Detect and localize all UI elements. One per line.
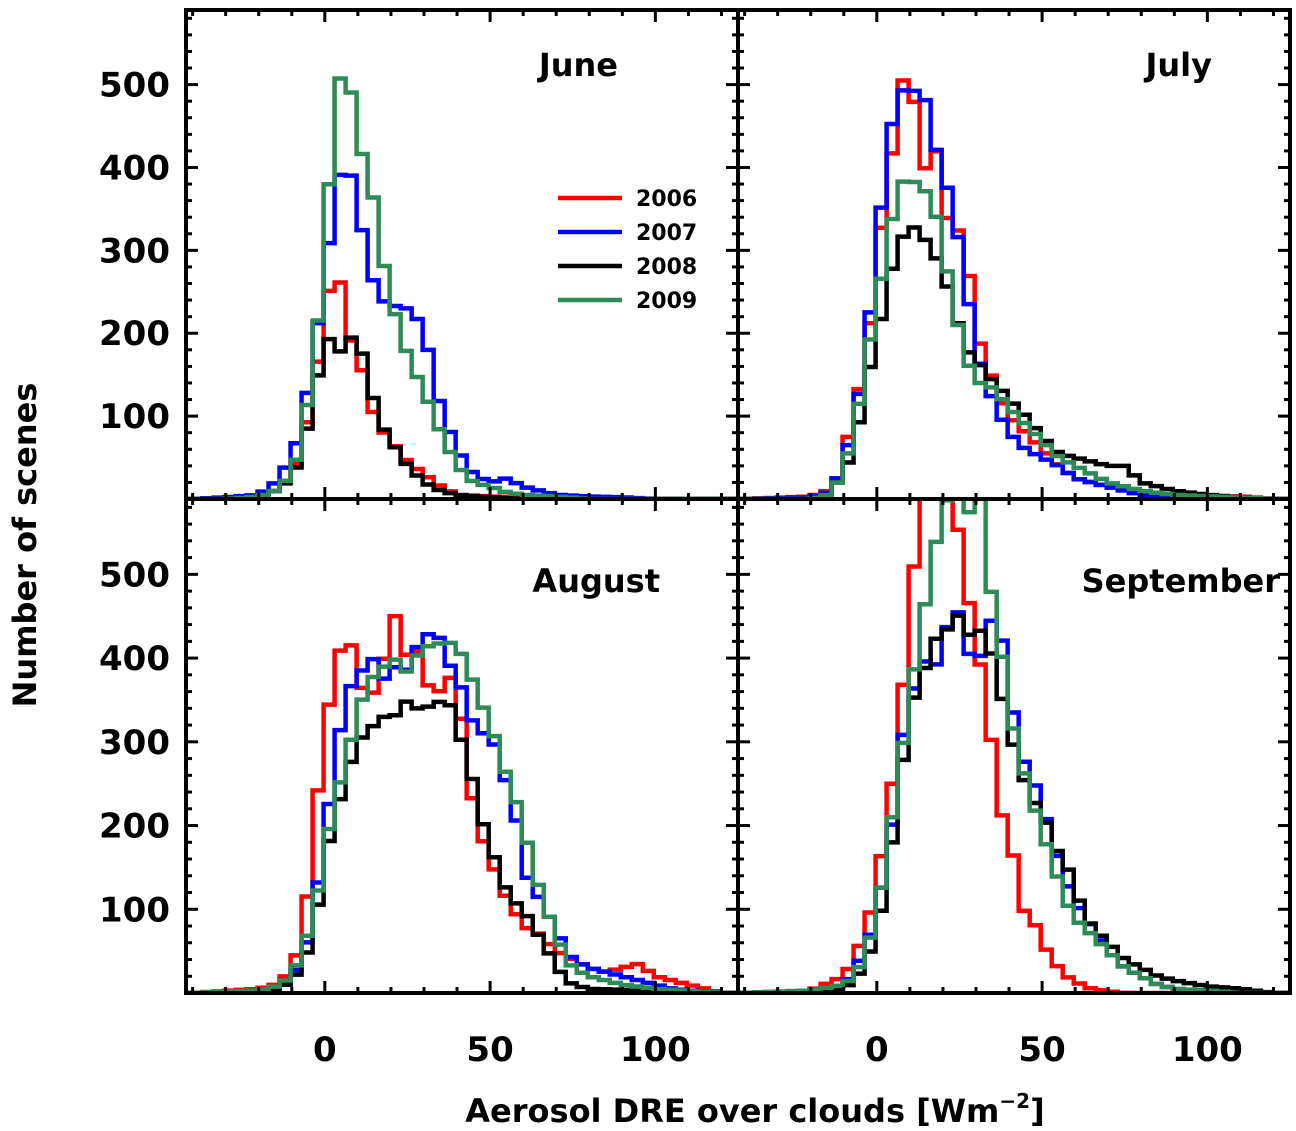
y-axis-title: Number of scenes [6, 383, 44, 708]
series-2006-line [186, 613, 738, 993]
x-tick-label: 100 [620, 1030, 691, 1070]
series-2007-line [738, 88, 1290, 499]
y-tick-label: 100 [99, 397, 170, 437]
series-2009-line [738, 179, 1290, 499]
series-2006-line [186, 280, 738, 499]
legend-label-2007: 2007 [636, 221, 697, 246]
panel-frame [736, 497, 1292, 995]
panel-july: July [736, 8, 1292, 501]
series-2008-line [738, 613, 1290, 993]
panel-june: 100 200 300 400 500 June [99, 8, 740, 501]
panel-title: September [1082, 562, 1281, 600]
legend-label-2008: 2008 [636, 255, 697, 280]
panel-september: 0 50 100 September [736, 497, 1292, 1070]
y-tick-label: 200 [99, 807, 170, 847]
y-tick-label: 500 [99, 66, 170, 106]
y-tick-label: 400 [99, 639, 170, 679]
x-tick-label: 50 [466, 1030, 513, 1070]
series-group [738, 499, 1290, 993]
panel-title: June [537, 46, 618, 84]
y-tick-label: 500 [99, 555, 170, 595]
series-2007-line [738, 610, 1290, 993]
series-2008-line [738, 225, 1290, 499]
y-tick-label: 200 [99, 314, 170, 354]
legend: 2006 2007 2008 2009 [558, 187, 697, 314]
series-2008-line [186, 699, 738, 993]
panel-august: 100 200 300 400 500 0 50 100 August [99, 497, 740, 1070]
series-2009-line [186, 640, 738, 993]
series-group [738, 78, 1290, 499]
y-tick-label: 300 [99, 231, 170, 271]
series-2009-line [738, 499, 1290, 993]
x-tick-label: 0 [865, 1030, 889, 1070]
legend-label-2009: 2009 [636, 289, 697, 314]
y-tick-label: 100 [99, 890, 170, 930]
series-2008-line [186, 335, 738, 499]
series-group [186, 613, 738, 993]
series-2007-line [186, 632, 738, 993]
legend-label-2006: 2006 [636, 187, 697, 212]
y-tick-label: 400 [99, 148, 170, 188]
x-tick-label: 100 [1172, 1030, 1243, 1070]
x-axis-title: Aerosol DRE over clouds [Wm−2] [465, 1089, 1044, 1130]
panel-title: July [1143, 46, 1212, 84]
x-tick-label: 0 [313, 1030, 337, 1070]
panel-title: August [532, 562, 660, 600]
x-tick-label: 50 [1018, 1030, 1065, 1070]
y-tick-label: 300 [99, 723, 170, 763]
